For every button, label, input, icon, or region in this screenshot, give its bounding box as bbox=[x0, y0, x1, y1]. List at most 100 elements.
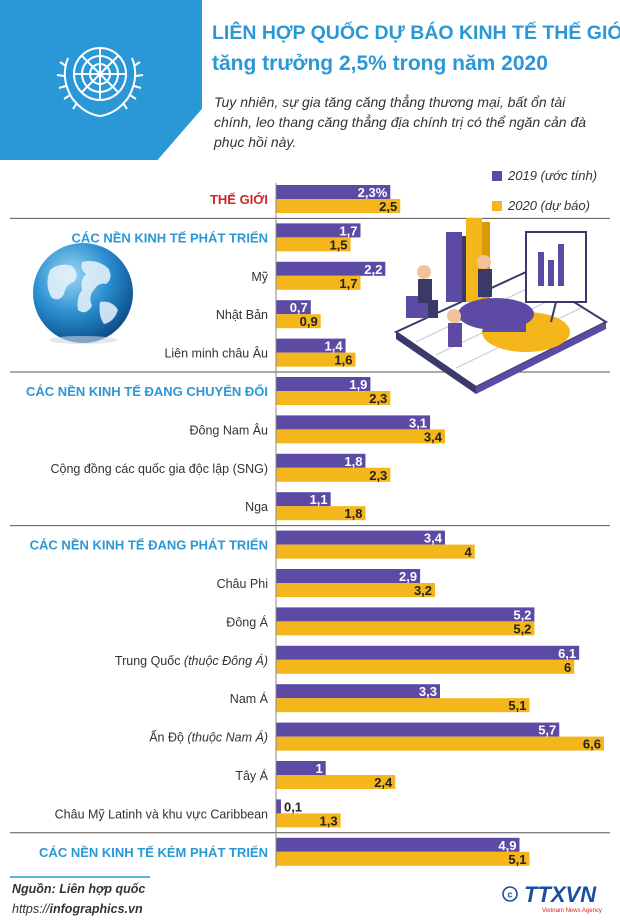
bar-2019 bbox=[276, 223, 361, 238]
row-label: CÁC NỀN KINH TẾ ĐANG PHÁT TRIỂN bbox=[30, 538, 268, 553]
row-label: Nhật Bản bbox=[216, 308, 268, 322]
row-label: Mỹ bbox=[251, 270, 268, 284]
bar-2019 bbox=[276, 761, 326, 775]
value-label-2019: 1,1 bbox=[310, 492, 328, 507]
value-label-2020: 1,3 bbox=[320, 813, 338, 828]
row-label: Đông Á bbox=[226, 614, 268, 629]
value-label-2020: 1,5 bbox=[329, 237, 347, 252]
ttxvn-logo-subtext: Vietnam News Agency bbox=[542, 908, 602, 914]
bar-2020 bbox=[276, 813, 341, 828]
bar-2019 bbox=[276, 645, 580, 660]
bar-2019 bbox=[276, 261, 386, 276]
value-label-2020: 5,1 bbox=[508, 852, 526, 867]
value-label-2020: 6,6 bbox=[583, 737, 601, 752]
footer-divider bbox=[10, 876, 150, 878]
value-label-2019: 3,4 bbox=[424, 531, 443, 546]
svg-text:c: c bbox=[507, 890, 512, 900]
value-label-2020: 2,5 bbox=[379, 199, 397, 214]
value-label-2019: 6,1 bbox=[558, 646, 576, 661]
bar-2019 bbox=[276, 684, 440, 699]
value-label-2019: 2,9 bbox=[399, 569, 417, 584]
row-label: CÁC NỀN KINH TẾ ĐANG CHUYỂN ĐỔI bbox=[26, 384, 268, 399]
value-label-2020: 5,1 bbox=[508, 698, 526, 713]
row-label: Cộng đồng các quốc gia độc lập (SNG) bbox=[51, 462, 269, 476]
bar-2020 bbox=[276, 391, 391, 405]
bar-2020 bbox=[276, 506, 366, 521]
bar-2019 bbox=[276, 415, 431, 430]
source-note: Nguồn: Liên hợp quốc bbox=[12, 882, 146, 896]
bar-2020 bbox=[276, 544, 475, 559]
bar-2020 bbox=[276, 621, 535, 636]
value-label-2019: 3,3 bbox=[419, 684, 437, 699]
legend-item-2020: 2020 (dự báo) bbox=[492, 198, 590, 213]
row-label: Trung Quốc (thuộc Đông Á) bbox=[115, 653, 268, 668]
website-link-prefix: https:// bbox=[12, 902, 50, 916]
row-label: Tây Á bbox=[235, 768, 268, 783]
bar-2019 bbox=[276, 453, 366, 468]
value-label-2019: 1,8 bbox=[344, 454, 362, 469]
bar-2019 bbox=[276, 837, 520, 852]
ttxvn-logo: c TTXVN Vietnam News Agency bbox=[502, 882, 602, 914]
row-label: CÁC NỀN KINH TẾ KÉM PHÁT TRIỂN bbox=[39, 845, 268, 860]
value-label-2020: 5,2 bbox=[513, 621, 531, 636]
value-label-2019: 4,9 bbox=[498, 838, 516, 853]
value-label-2020: 2,3 bbox=[369, 391, 387, 406]
value-label-2019: 0,7 bbox=[290, 300, 308, 315]
bar-2020 bbox=[276, 237, 351, 252]
value-label-2019: 1,4 bbox=[324, 339, 343, 354]
bar-2020 bbox=[276, 851, 530, 866]
value-label-2020: 1,7 bbox=[339, 276, 357, 291]
bar-2019 bbox=[276, 338, 346, 353]
value-label-2019: 2,2 bbox=[364, 262, 382, 277]
bar-2019 bbox=[276, 607, 535, 622]
row-label: Ấn Độ (thuộc Nam Á) bbox=[149, 730, 268, 745]
page-description: Tuy nhiên, sự gia tăng căng thẳng thương… bbox=[214, 94, 587, 150]
bar-2019 bbox=[276, 377, 371, 391]
bar-2019 bbox=[276, 722, 560, 737]
row-label: Châu Phi bbox=[217, 577, 268, 591]
legend-swatch-2020 bbox=[492, 201, 502, 211]
row-label: Đông Nam Âu bbox=[189, 422, 268, 437]
value-label-2020: 1,6 bbox=[334, 353, 352, 368]
bar-2020 bbox=[276, 429, 445, 444]
growth-bar-chart: THẾ GIỚI 2,3%2,5 CÁC NỀN KINH TẾ PHÁT TRIỂ… bbox=[10, 183, 610, 868]
business-chart-illustration bbox=[393, 218, 609, 394]
value-label-2019: 1,7 bbox=[339, 223, 357, 238]
value-label-2019: 5,7 bbox=[538, 723, 556, 738]
bar-2020 bbox=[276, 467, 391, 482]
value-label-2020: 6 bbox=[564, 660, 571, 675]
value-label-2020: 0,9 bbox=[300, 314, 318, 329]
page-title: LIÊN HỢP QUỐC DỰ BÁO KINH TẾ THẾ GIỚI bbox=[212, 22, 620, 44]
value-label-2020: 4 bbox=[465, 545, 473, 560]
value-label-2020: 2,3 bbox=[369, 468, 387, 483]
website-link-domain: infographics.vn bbox=[49, 902, 143, 916]
value-label-2020: 2,4 bbox=[374, 775, 393, 790]
website-link[interactable]: https://infographics.vn bbox=[12, 902, 143, 916]
row-label: Châu Mỹ Latinh và khu vực Caribbean bbox=[55, 807, 268, 821]
value-label-2019: 1 bbox=[315, 761, 322, 776]
un-emblem-icon bbox=[56, 47, 144, 117]
value-label-2019: 3,1 bbox=[409, 415, 427, 430]
value-label-2019: 2,3% bbox=[358, 185, 388, 200]
row-label: CÁC NỀN KINH TẾ PHÁT TRIỂN bbox=[72, 230, 268, 245]
bar-2020 bbox=[276, 775, 396, 789]
legend-label-2020: 2020 (dự báo) bbox=[508, 198, 590, 213]
bar-2020 bbox=[276, 314, 321, 329]
row-label: THẾ GIỚI bbox=[210, 192, 268, 207]
bar-2020 bbox=[276, 698, 530, 713]
bar-2019 bbox=[276, 569, 421, 583]
bar-2020 bbox=[276, 736, 604, 751]
bar-2019 bbox=[276, 530, 445, 545]
legend-swatch-2019 bbox=[492, 171, 502, 181]
bar-2019 bbox=[276, 799, 281, 814]
value-label-2019: 0,1 bbox=[284, 799, 302, 814]
row-label: Nam Á bbox=[230, 691, 269, 706]
bar-2019 bbox=[276, 300, 311, 315]
legend-label-2019: 2019 (ước tính) bbox=[508, 168, 598, 183]
legend-item-2019: 2019 (ước tính) bbox=[492, 168, 597, 183]
bar-2020 bbox=[276, 583, 436, 597]
row-label-note: (thuộc Đông Á) bbox=[180, 653, 268, 668]
bar-2020 bbox=[276, 659, 575, 674]
header: LIÊN HỢP QUỐC DỰ BÁO KINH TẾ THẾ GIỚI tă… bbox=[0, 0, 620, 180]
value-label-2020: 3,4 bbox=[424, 429, 443, 444]
